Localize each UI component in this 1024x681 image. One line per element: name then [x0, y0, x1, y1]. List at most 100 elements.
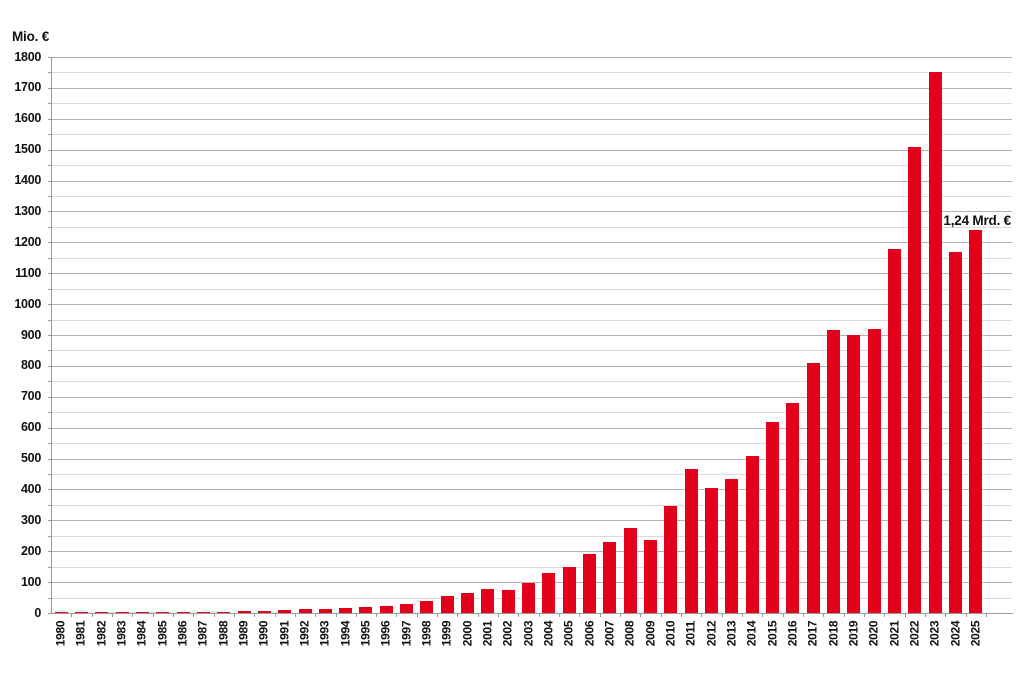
- y-axis-tick-label: 100: [21, 574, 41, 589]
- y-axis-tick: [48, 319, 51, 321]
- gridline: [51, 165, 1012, 167]
- x-axis-tick: [559, 614, 561, 617]
- x-axis-year-label: 2003: [521, 620, 536, 646]
- y-axis-tick-label: 1700: [14, 80, 41, 95]
- x-axis-year-label: 1983: [114, 620, 129, 646]
- x-axis-tick: [579, 614, 581, 617]
- y-axis-tick-label: 1800: [14, 49, 41, 64]
- x-axis-tick: [884, 614, 886, 617]
- x-axis-year-label: 2023: [927, 620, 942, 646]
- y-axis-tick-label: 1300: [14, 203, 41, 218]
- x-axis-year-label: 1987: [195, 620, 210, 646]
- x-axis-year-label: 2024: [948, 620, 962, 646]
- x-axis-tick: [315, 614, 317, 617]
- y-axis-tick-label: 1000: [14, 296, 41, 311]
- y-axis-tick-label: 1100: [15, 265, 41, 280]
- x-axis-tick: [721, 614, 723, 617]
- y-axis-tick-label: 900: [21, 327, 41, 342]
- x-axis-year-label: 2010: [663, 620, 678, 646]
- gridline: [51, 149, 1012, 151]
- x-axis-tick: [294, 614, 296, 617]
- bar-2014: [745, 455, 759, 613]
- y-axis-tick: [48, 551, 51, 553]
- bar-2022: [908, 146, 922, 613]
- bar-1995: [359, 607, 373, 613]
- x-axis-tick: [396, 614, 398, 617]
- x-axis-tick: [172, 614, 174, 617]
- gridline: [51, 335, 1012, 336]
- x-axis-tick: [376, 614, 378, 617]
- bar-2019: [847, 335, 861, 613]
- x-axis-year-label: 2022: [907, 620, 922, 646]
- x-axis-year-label: 2002: [500, 620, 515, 646]
- bar-2008: [623, 528, 637, 613]
- x-axis-year-label: 1992: [297, 620, 312, 646]
- bar-1990: [257, 610, 271, 613]
- x-axis-tick: [213, 614, 215, 617]
- x-axis-year-label: 1989: [236, 620, 251, 646]
- x-axis-year-label: 1980: [53, 620, 68, 646]
- x-axis-tick: [91, 614, 93, 617]
- x-axis-tick: [355, 614, 357, 617]
- gridline: [51, 87, 1012, 89]
- bar-2025: [969, 230, 983, 613]
- x-axis-year-label: 2005: [561, 620, 576, 646]
- x-axis-year-label: 2020: [866, 620, 881, 646]
- bar-2013: [725, 478, 739, 613]
- y-axis-tick: [48, 273, 51, 275]
- y-axis-tick: [48, 196, 51, 197]
- x-axis-year-label: 1994: [338, 620, 353, 646]
- x-axis-tick: [254, 614, 256, 617]
- x-axis-year-label: 1995: [358, 620, 373, 646]
- y-axis-tick: [48, 458, 51, 460]
- y-axis-tick-label: 300: [21, 512, 41, 527]
- x-axis-year-label: 2004: [541, 620, 556, 646]
- x-axis-year-label: 2009: [643, 620, 658, 646]
- bar-2010: [664, 506, 678, 613]
- x-axis-year-label: 2014: [744, 620, 759, 646]
- x-axis-year-label: 1986: [175, 620, 190, 646]
- gridline: [51, 211, 1012, 213]
- x-axis-year-label: 2013: [724, 620, 739, 646]
- x-axis-tick: [965, 614, 967, 617]
- y-axis-tick: [48, 304, 51, 306]
- x-axis-year-label: 2008: [622, 620, 637, 646]
- gridline: [51, 350, 1012, 352]
- bar-1982: [95, 612, 109, 613]
- x-axis-tick: [335, 614, 337, 617]
- x-axis-tick: [599, 614, 601, 617]
- y-axis-tick: [48, 535, 51, 537]
- x-axis-year-label: 1996: [378, 620, 393, 646]
- bar-1988: [217, 611, 231, 613]
- x-axis-tick: [620, 614, 622, 617]
- x-axis-year-label: 2001: [480, 620, 495, 646]
- x-axis-tick: [925, 614, 926, 617]
- y-axis-tick: [48, 489, 51, 491]
- x-axis-year-label: 1982: [94, 620, 109, 646]
- x-axis-line: [51, 613, 1013, 614]
- y-axis-tick: [48, 566, 51, 568]
- x-axis-year-label: 2011: [683, 620, 698, 646]
- x-axis-tick: [416, 614, 418, 617]
- x-axis-tick: [742, 614, 744, 617]
- y-axis-tick: [48, 335, 51, 336]
- y-axis-tick: [48, 365, 51, 367]
- gridline: [51, 551, 1012, 553]
- bar-2007: [603, 542, 617, 613]
- y-axis-tick: [48, 381, 51, 383]
- bar-1991: [278, 609, 292, 613]
- x-axis-year-label: 1985: [155, 620, 170, 646]
- y-axis-tick: [48, 396, 51, 398]
- bar-2005: [562, 567, 576, 613]
- bar-2018: [827, 330, 840, 613]
- x-axis-year-label: 1988: [216, 620, 231, 646]
- x-axis-year-label: 1991: [277, 620, 292, 646]
- bar-2001: [481, 589, 495, 613]
- gridline: [51, 304, 1012, 306]
- x-axis-tick: [986, 614, 987, 617]
- gridline: [51, 443, 1012, 445]
- gridline: [51, 396, 1012, 398]
- gridline: [51, 381, 1012, 383]
- gridline: [51, 103, 1012, 105]
